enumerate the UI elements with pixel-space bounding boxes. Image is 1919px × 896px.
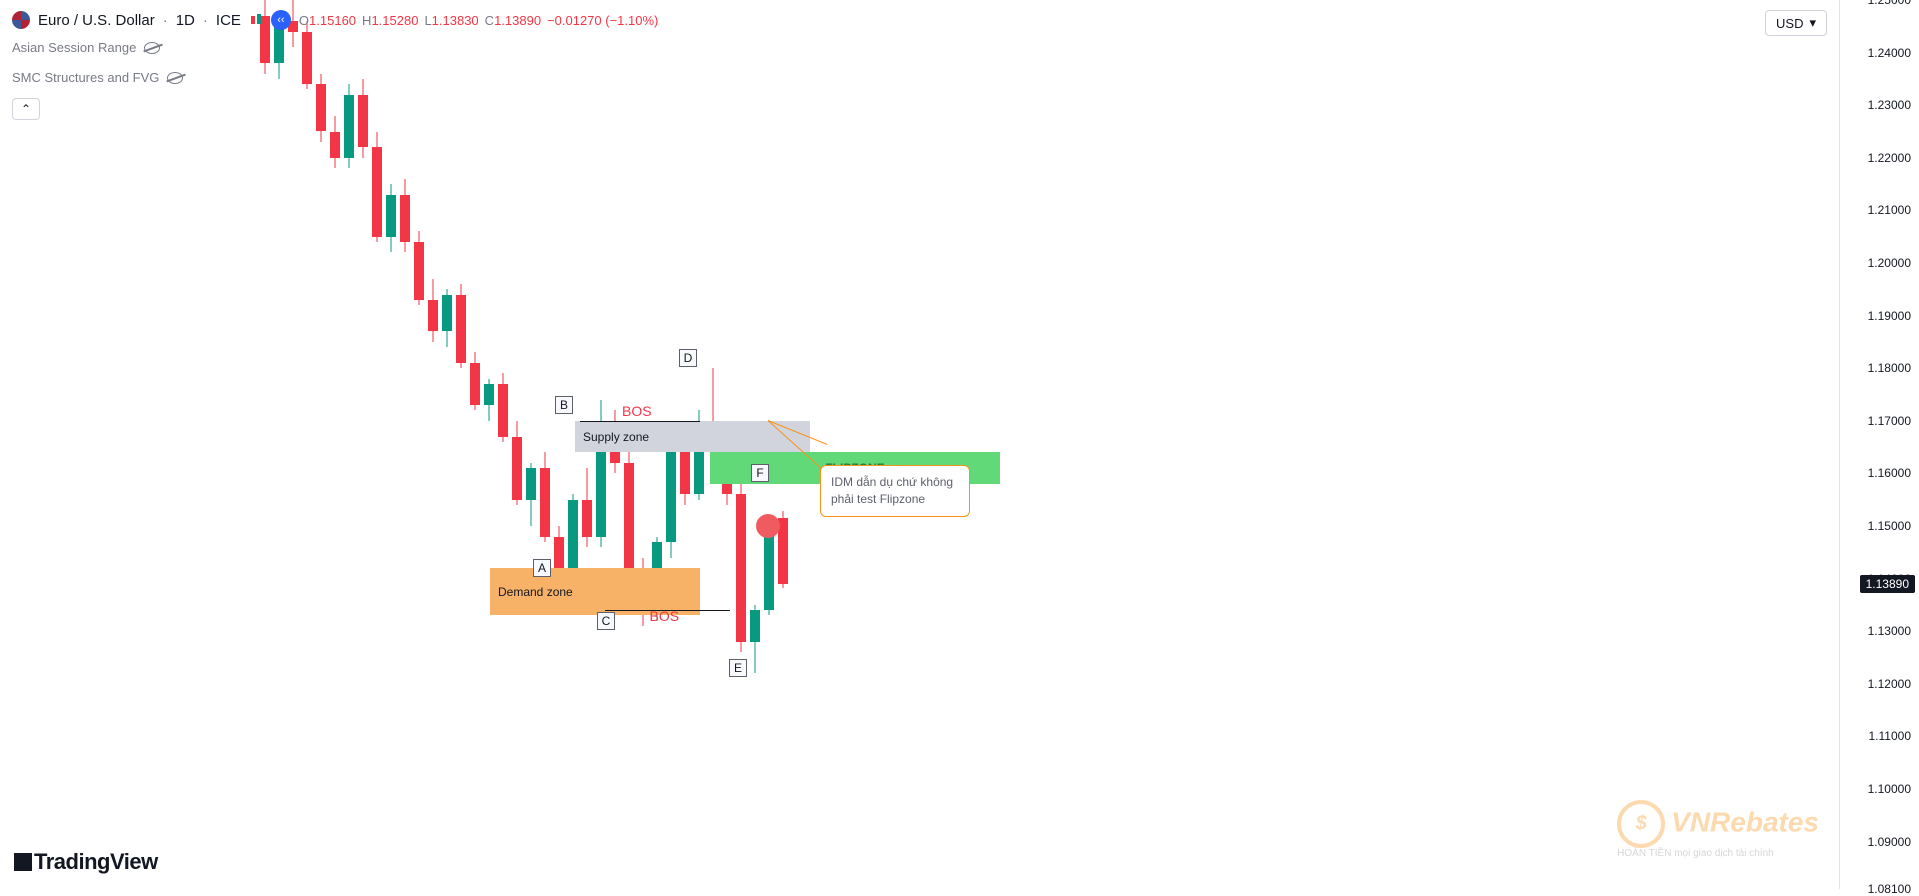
candle — [274, 0, 284, 889]
current-price-tag: 1.13890 — [1860, 575, 1915, 593]
collapse-indicators-button[interactable]: ⌃ — [12, 98, 40, 120]
bos-line — [580, 421, 700, 422]
indicator-row[interactable]: SMC Structures and FVG — [12, 70, 183, 85]
price-tick: 1.12000 — [1868, 677, 1911, 691]
price-tick: 1.11000 — [1869, 729, 1912, 743]
candle — [442, 0, 452, 889]
candle — [428, 0, 438, 889]
candle — [484, 0, 494, 889]
point-label-E: E — [729, 659, 747, 677]
exchange[interactable]: ICE — [216, 12, 241, 29]
price-tick: 1.15000 — [1868, 519, 1911, 533]
candle — [288, 0, 298, 889]
annotation-callout: IDM dẫn dụ chứ không phải test Flipzone — [820, 465, 970, 517]
candle — [400, 0, 410, 889]
ohlc-readout: O1.15160 H1.15280 L1.13830 C1.13890 −0.0… — [299, 13, 658, 28]
visibility-off-icon[interactable] — [144, 42, 160, 54]
candle — [456, 0, 466, 889]
candle — [344, 0, 354, 889]
chart-area[interactable]: Supply zoneFLIPZONEDemand zoneABCDEFBOSB… — [0, 0, 1487, 889]
candle — [512, 0, 522, 889]
price-tick: 1.08100 — [1868, 882, 1911, 896]
separator: · — [203, 12, 208, 29]
watermark-icon — [1617, 800, 1665, 848]
watermark: VNRebates HOÀN TIỀN mọi giao dịch tài ch… — [1617, 800, 1819, 859]
indicator-row[interactable]: Asian Session Range — [12, 40, 160, 55]
price-tick: 1.16000 — [1868, 466, 1911, 480]
chevron-down-icon: ▾ — [1809, 15, 1816, 31]
price-tick: 1.19000 — [1868, 309, 1911, 323]
point-label-F: F — [751, 464, 769, 482]
highlight-marker — [756, 514, 780, 538]
rewind-button[interactable]: ‹‹ — [271, 10, 291, 30]
symbol-title[interactable]: Euro / U.S. Dollar — [38, 12, 155, 29]
timeframe[interactable]: 1D — [176, 12, 195, 29]
indicator-name: Asian Session Range — [12, 40, 136, 55]
candle — [414, 0, 424, 889]
price-tick: 1.10000 — [1868, 782, 1911, 796]
chart-style-icon[interactable] — [249, 13, 263, 27]
chart-header: Euro / U.S. Dollar · 1D · ICE ‹‹ O1.1516… — [12, 10, 658, 30]
indicator-name: SMC Structures and FVG — [12, 70, 159, 85]
price-axis[interactable]: 1.25000 1.24000 1.23000 1.22000 1.21000 1.200… — [1839, 0, 1919, 889]
candle — [330, 0, 340, 889]
candle — [540, 0, 550, 889]
price-tick: 1.18000 — [1868, 361, 1911, 375]
candle — [316, 0, 326, 889]
point-label-C: C — [597, 612, 615, 630]
candle — [372, 0, 382, 889]
price-tick: 1.23000 — [1868, 98, 1911, 112]
currency-selector[interactable]: USD ▾ — [1765, 10, 1827, 36]
candle — [260, 0, 270, 889]
separator: · — [163, 12, 168, 29]
price-tick: 1.24000 — [1868, 46, 1911, 60]
price-tick: 1.20000 — [1868, 256, 1911, 270]
candle — [470, 0, 480, 889]
candle — [526, 0, 536, 889]
candle — [498, 0, 508, 889]
price-tick: 1.13000 — [1868, 624, 1911, 638]
price-tick: 1.21000 — [1868, 203, 1911, 217]
visibility-off-icon[interactable] — [167, 72, 183, 84]
price-tick: 1.09000 — [1868, 835, 1911, 849]
tradingview-logo: TradingView — [14, 849, 158, 875]
price-tick: 1.22000 — [1868, 151, 1911, 165]
candle — [386, 0, 396, 889]
point-label-B: B — [555, 396, 573, 414]
candle — [358, 0, 368, 889]
price-tick: 1.25000 — [1868, 0, 1911, 7]
candle — [554, 0, 564, 889]
symbol-flag-icon — [12, 11, 30, 29]
point-label-A: A — [533, 559, 551, 577]
point-label-D: D — [679, 349, 697, 367]
currency-value: USD — [1776, 16, 1803, 31]
candle — [302, 0, 312, 889]
bos-label: BOS — [622, 403, 652, 419]
price-tick: 1.17000 — [1868, 414, 1911, 428]
bos-label: BOS — [650, 608, 680, 624]
